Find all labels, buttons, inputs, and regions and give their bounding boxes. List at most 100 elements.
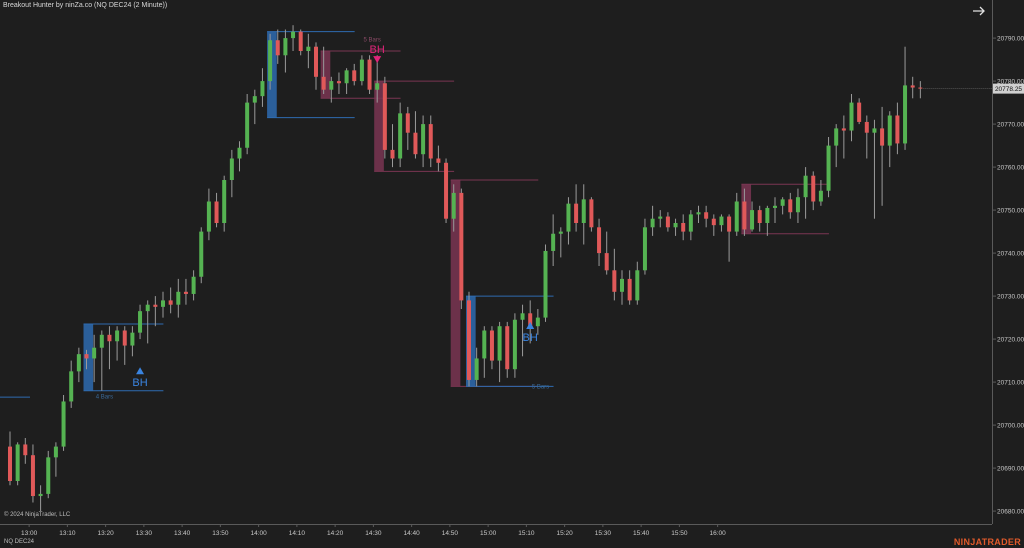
time-tick-label: 13:50 xyxy=(212,530,229,537)
candle-body xyxy=(505,326,510,370)
candle-body xyxy=(574,203,579,223)
candle-body xyxy=(727,216,732,232)
bar-count-label: 5 Bars xyxy=(532,385,549,391)
candle-body xyxy=(589,199,594,228)
breakout-zone-band xyxy=(450,180,461,387)
candle-body xyxy=(551,233,556,251)
candle-body xyxy=(704,212,709,219)
last-price-label: 20778.25 xyxy=(995,86,1022,93)
candle-body xyxy=(138,311,143,333)
candle-body xyxy=(834,128,839,146)
time-tick-label: 14:00 xyxy=(250,530,267,537)
candle-body xyxy=(520,313,525,320)
last-price-tag xyxy=(993,83,1024,94)
candle-body xyxy=(15,444,20,481)
sell-signal-label: BH xyxy=(370,44,385,56)
candle-body xyxy=(53,446,58,458)
price-tick-label: 20760.00 xyxy=(997,165,1024,172)
candle-body xyxy=(115,330,120,342)
candle-body xyxy=(176,291,181,305)
arrow-right-button[interactable] xyxy=(970,2,988,20)
candle-body xyxy=(191,276,196,294)
candle-body xyxy=(788,199,793,213)
price-tick-label: 20690.00 xyxy=(997,466,1024,473)
candle-body xyxy=(199,231,204,277)
candle-body xyxy=(688,214,693,232)
candle-body xyxy=(61,401,66,447)
candle-body xyxy=(903,85,908,144)
price-tick-label: 20750.00 xyxy=(997,208,1024,215)
time-tick-label: 14:40 xyxy=(403,530,420,537)
candle-body xyxy=(275,40,280,56)
candle-body xyxy=(153,304,158,307)
candle-body xyxy=(222,180,227,223)
candle-body xyxy=(811,175,816,202)
candle-body xyxy=(291,31,296,39)
price-tick-label: 20710.00 xyxy=(997,380,1024,387)
bar-count-label: 5 Bars xyxy=(364,38,381,44)
candle-body xyxy=(849,102,854,131)
candle-body xyxy=(161,300,165,307)
candle-body xyxy=(107,334,112,342)
price-tick-label: 20700.00 xyxy=(997,423,1024,430)
candle-body xyxy=(474,358,479,380)
time-tick-label: 16:00 xyxy=(709,530,726,537)
time-tick-label: 15:50 xyxy=(671,530,688,537)
candle-body xyxy=(512,319,517,370)
candle-body xyxy=(765,207,770,223)
candle-body xyxy=(857,102,862,122)
candle-body xyxy=(268,40,273,82)
buy-signal-label: BH xyxy=(132,377,147,389)
sell-signal-arrow xyxy=(373,56,382,64)
time-tick-label: 13:30 xyxy=(136,530,153,537)
candle-body xyxy=(84,354,89,359)
instrument-label: NQ DEC24 xyxy=(4,539,35,545)
time-tick-label: 14:50 xyxy=(442,530,459,537)
signals: BH BH BH xyxy=(132,44,537,389)
candle-body xyxy=(566,203,571,232)
candle-body xyxy=(750,210,755,230)
breakout-zone-band xyxy=(320,51,331,99)
candle-body xyxy=(428,124,433,159)
time-tick-label: 13:00 xyxy=(21,530,38,537)
candle-body xyxy=(658,216,663,219)
candle-body xyxy=(344,70,349,84)
candle-body xyxy=(183,291,188,294)
candle-body xyxy=(436,158,441,163)
candle-body xyxy=(482,330,487,359)
buy-signal-label: BH xyxy=(523,332,538,344)
price-tick-label: 20780.00 xyxy=(997,79,1024,86)
buy-signal-arrow xyxy=(526,322,535,330)
candle-body xyxy=(581,199,586,223)
candle-body xyxy=(880,128,885,146)
candle-body xyxy=(558,231,563,234)
candle-body xyxy=(872,128,877,133)
price-tick-label: 20720.00 xyxy=(997,337,1024,344)
candle-body xyxy=(8,446,12,481)
candle-body xyxy=(382,83,387,150)
candle-body xyxy=(918,87,923,89)
candle-body xyxy=(352,70,357,82)
candle-body xyxy=(168,300,173,305)
candle-body xyxy=(30,455,35,497)
candle-body xyxy=(719,216,724,226)
time-tick-label: 15:10 xyxy=(518,530,535,537)
candle-body xyxy=(734,201,739,232)
candle-body xyxy=(413,132,418,155)
candle-body xyxy=(673,223,678,228)
candle-body xyxy=(841,128,846,131)
candle-body xyxy=(23,444,28,456)
candle-body xyxy=(329,81,334,90)
buy-signal-arrow xyxy=(136,367,145,375)
candle-body xyxy=(543,250,548,318)
copyright-text: © 2024 NinjaTrader, LLC xyxy=(4,512,71,518)
candle-body xyxy=(130,332,135,346)
candle-body xyxy=(497,326,502,361)
arrow-right-icon xyxy=(973,6,985,16)
chart-title: Breakout Hunter by ninZa.co (NQ DEC24 (2… xyxy=(3,2,168,9)
candle-body xyxy=(359,59,364,82)
candle-body xyxy=(910,85,915,88)
candle-body xyxy=(795,197,800,213)
candle-body xyxy=(214,201,219,223)
